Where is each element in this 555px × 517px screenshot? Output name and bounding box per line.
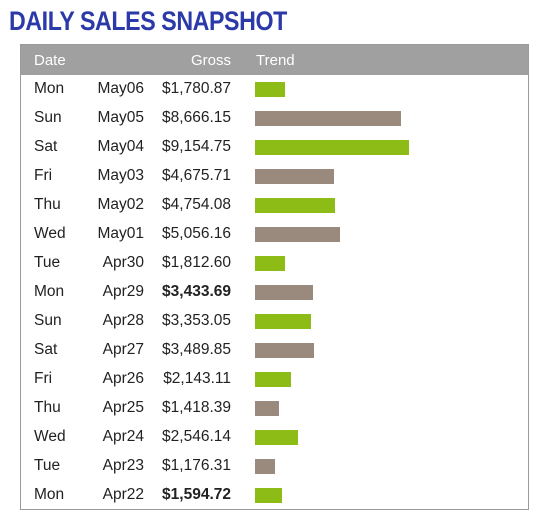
row-day: Mon [34, 283, 65, 300]
table-row: Sat Apr27 $3,489.85 [21, 336, 528, 365]
row-day: Sun [34, 312, 62, 329]
trend-bar [255, 285, 313, 300]
table-row: Wed Apr24 $2,546.14 [21, 423, 528, 452]
row-day: Mon [34, 80, 65, 97]
row-gross: $2,546.14 [162, 428, 231, 445]
row-date: May05 [97, 109, 144, 126]
row-date: May06 [97, 80, 144, 97]
trend-bar [255, 256, 285, 271]
table-row: Tue Apr30 $1,812.60 [21, 249, 528, 278]
page-title: DAILY SALES SNAPSHOT [9, 6, 287, 36]
table-row: Sat May04 $9,154.75 [21, 133, 528, 162]
trend-bar [255, 140, 409, 155]
trend-bar [255, 169, 334, 184]
row-day: Thu [34, 196, 61, 213]
row-date: Apr27 [102, 341, 144, 358]
row-gross: $1,418.39 [162, 399, 231, 416]
trend-bar [255, 198, 335, 213]
row-gross: $2,143.11 [163, 370, 231, 387]
row-gross: $3,353.05 [162, 312, 231, 329]
table-row: Mon Apr22 $1,594.72 [21, 481, 528, 510]
table-row: Thu Apr25 $1,418.39 [21, 394, 528, 423]
table-row: Mon Apr29 $3,433.69 [21, 278, 528, 307]
header-gross: Gross [190, 52, 231, 69]
header-date: Date [34, 52, 66, 69]
trend-bar [255, 488, 282, 503]
table-row: Fri Apr26 $2,143.11 [21, 365, 528, 394]
trend-bar [255, 401, 279, 416]
trend-bar [255, 314, 311, 329]
row-date: May01 [97, 225, 144, 242]
row-date: May04 [97, 138, 144, 155]
row-day: Sat [34, 341, 58, 358]
row-day: Wed [34, 225, 66, 242]
row-gross: $4,675.71 [162, 167, 231, 184]
sales-table: Date Gross Trend Mon May06 $1,780.87 Sun May… [20, 44, 529, 510]
trend-bar [255, 372, 291, 387]
row-day: Tue [34, 457, 61, 474]
row-gross: $8,666.15 [162, 109, 231, 126]
row-gross: $3,489.85 [162, 341, 231, 358]
row-day: Tue [34, 254, 61, 271]
row-date: Apr22 [102, 486, 144, 503]
row-date: Apr26 [102, 370, 144, 387]
table-row: Fri May03 $4,675.71 [21, 162, 528, 191]
row-date: May02 [97, 196, 144, 213]
table-row: Mon May06 $1,780.87 [21, 75, 528, 104]
trend-bar [255, 430, 298, 445]
table-row: Sun Apr28 $3,353.05 [21, 307, 528, 336]
row-gross: $1,594.72 [162, 486, 231, 503]
trend-bar [255, 459, 275, 474]
table-row: Sun May05 $8,666.15 [21, 104, 528, 133]
row-date: Apr28 [102, 312, 144, 329]
table-header: Date Gross Trend [21, 45, 528, 75]
row-day: Thu [34, 399, 61, 416]
table-row: Wed May01 $5,056.16 [21, 220, 528, 249]
header-trend: Trend [256, 52, 295, 69]
row-gross: $1,812.60 [162, 254, 231, 271]
row-day: Fri [34, 370, 53, 387]
row-date: May03 [97, 167, 144, 184]
row-gross: $1,780.87 [162, 80, 231, 97]
row-day: Mon [34, 486, 65, 503]
row-date: Apr29 [102, 283, 144, 300]
table-row: Tue Apr23 $1,176.31 [21, 452, 528, 481]
trend-bar [255, 343, 314, 358]
row-day: Fri [34, 167, 53, 184]
trend-bar [255, 227, 340, 242]
row-day: Wed [34, 428, 66, 445]
row-day: Sun [34, 109, 62, 126]
row-date: Apr24 [102, 428, 144, 445]
table-row: Thu May02 $4,754.08 [21, 191, 528, 220]
row-gross: $5,056.16 [162, 225, 231, 242]
trend-bar [255, 111, 401, 126]
row-gross: $1,176.31 [162, 457, 231, 474]
row-date: Apr25 [102, 399, 144, 416]
row-date: Apr30 [102, 254, 144, 271]
row-gross: $4,754.08 [162, 196, 231, 213]
row-day: Sat [34, 138, 58, 155]
row-gross: $9,154.75 [162, 138, 231, 155]
row-gross: $3,433.69 [162, 283, 231, 300]
trend-bar [255, 82, 285, 97]
row-date: Apr23 [102, 457, 144, 474]
